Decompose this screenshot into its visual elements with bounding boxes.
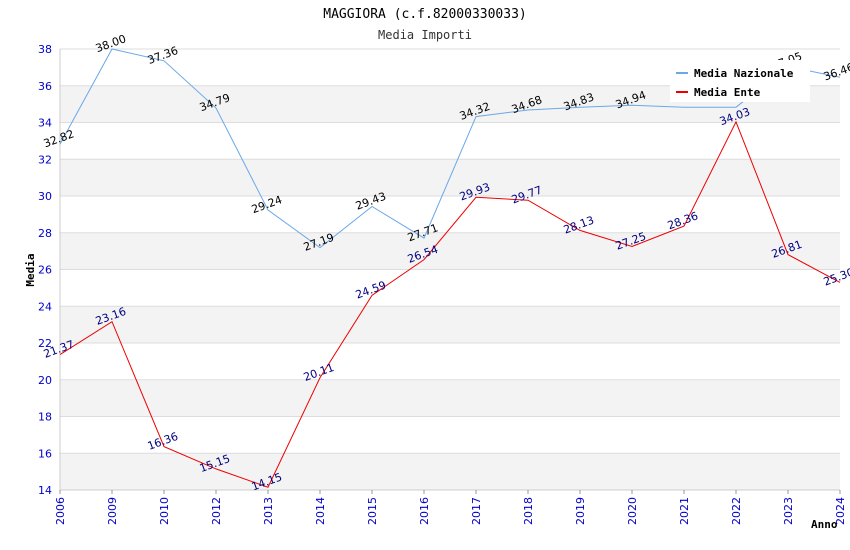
data-label: 29.24 bbox=[250, 193, 284, 216]
legend: Media Nazionale Media Ente bbox=[670, 60, 810, 102]
y-tick-label: 30 bbox=[38, 190, 52, 203]
y-tick-label: 16 bbox=[38, 447, 52, 460]
y-tick-label: 14 bbox=[38, 484, 52, 497]
data-label: 16.36 bbox=[146, 430, 180, 453]
data-label: 37.36 bbox=[146, 44, 180, 67]
chart-subtitle: Media Importi bbox=[378, 28, 472, 42]
y-axis-label: Media bbox=[24, 253, 37, 286]
x-tick-label: 2009 bbox=[106, 497, 119, 525]
x-tick-label: 2020 bbox=[626, 497, 639, 525]
y-tick-label: 36 bbox=[38, 80, 52, 93]
x-tick-label: 2021 bbox=[678, 497, 691, 525]
data-label: 36.46 bbox=[822, 61, 850, 84]
x-tick-label: 2022 bbox=[730, 497, 743, 525]
y-tick-label: 26 bbox=[38, 264, 52, 277]
series-line-2 bbox=[59, 120, 841, 488]
plot-band bbox=[60, 379, 840, 417]
grid-lines bbox=[59, 48, 840, 491]
x-axis-ticks: 2006 2009 2010 2012 2013 2014 2015 2016 2017 2018… bbox=[54, 490, 847, 525]
plot-bands bbox=[60, 85, 840, 490]
y-tick-label: 38 bbox=[38, 43, 52, 56]
series-line-1 bbox=[59, 48, 841, 249]
y-tick-label: 20 bbox=[38, 374, 52, 387]
x-tick-label: 2010 bbox=[158, 497, 171, 525]
x-tick-label: 2017 bbox=[470, 497, 483, 525]
legend-label: Media Ente bbox=[694, 86, 761, 99]
x-tick-label: 2013 bbox=[262, 497, 275, 525]
x-axis-label: Anno bbox=[811, 518, 838, 531]
plot-band bbox=[60, 232, 840, 270]
plot-band bbox=[60, 453, 840, 490]
x-tick-label: 2018 bbox=[522, 497, 535, 525]
x-tick-label: 2012 bbox=[210, 497, 223, 525]
y-tick-label: 24 bbox=[38, 300, 52, 313]
x-tick-label: 2024 bbox=[834, 497, 847, 525]
chart-title: MAGGIORA (c.f.82000330033) bbox=[323, 7, 527, 22]
y-tick-label: 32 bbox=[38, 153, 52, 166]
y-axis-ticks: 14 16 18 20 22 24 26 28 30 32 34 36 38 bbox=[38, 43, 52, 497]
y-tick-label: 34 bbox=[38, 117, 52, 130]
data-label: 32.82 bbox=[42, 127, 76, 150]
x-tick-label: 2014 bbox=[314, 497, 327, 525]
x-tick-label: 2023 bbox=[782, 497, 795, 525]
legend-box bbox=[670, 60, 810, 102]
legend-label: Media Nazionale bbox=[694, 67, 794, 80]
x-tick-label: 2015 bbox=[366, 497, 379, 525]
y-tick-label: 28 bbox=[38, 227, 52, 240]
data-label: 28.36 bbox=[666, 209, 700, 232]
x-tick-label: 2016 bbox=[418, 497, 431, 525]
x-tick-label: 2006 bbox=[54, 497, 67, 525]
x-tick-label: 2019 bbox=[574, 497, 587, 525]
y-tick-label: 22 bbox=[38, 337, 52, 350]
y-tick-label: 18 bbox=[38, 411, 52, 424]
series-lines bbox=[59, 48, 841, 488]
plot-band bbox=[60, 306, 840, 343]
